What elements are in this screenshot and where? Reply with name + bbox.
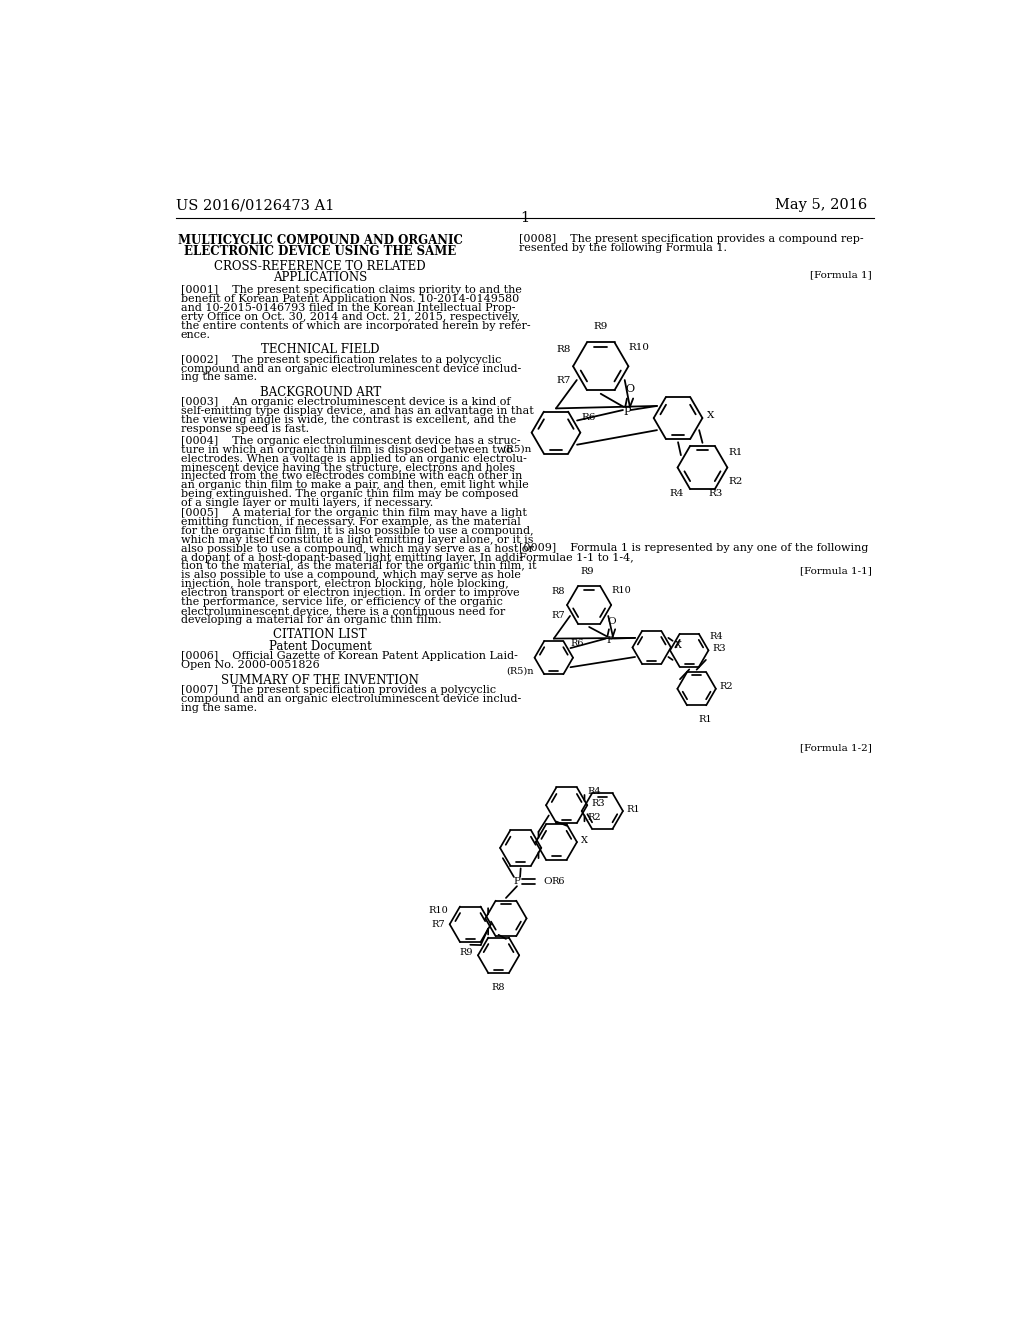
- Text: X: X: [707, 412, 715, 420]
- Text: BACKGROUND ART: BACKGROUND ART: [259, 385, 381, 399]
- Text: R10: R10: [629, 343, 649, 352]
- Text: SUMMARY OF THE INVENTION: SUMMARY OF THE INVENTION: [221, 673, 419, 686]
- Text: R3: R3: [709, 490, 723, 499]
- Text: X: X: [581, 836, 588, 845]
- Text: being extinguished. The organic thin film may be composed: being extinguished. The organic thin fil…: [180, 490, 518, 499]
- Text: P: P: [514, 876, 520, 886]
- Text: a dopant of a host-dopant-based light emitting layer. In addi-: a dopant of a host-dopant-based light em…: [180, 553, 523, 562]
- Text: MULTICYCLIC COMPOUND AND ORGANIC: MULTICYCLIC COMPOUND AND ORGANIC: [178, 234, 463, 247]
- Text: [0001]    The present specification claims priority to and the: [0001] The present specification claims …: [180, 285, 521, 296]
- Text: benefit of Korean Patent Application Nos. 10-2014-0149580: benefit of Korean Patent Application Nos…: [180, 294, 519, 305]
- Text: R4: R4: [588, 787, 601, 796]
- Text: 1: 1: [520, 211, 529, 224]
- Text: the viewing angle is wide, the contrast is excellent, and the: the viewing angle is wide, the contrast …: [180, 416, 516, 425]
- Text: R8: R8: [556, 345, 570, 354]
- Text: response speed is fast.: response speed is fast.: [180, 424, 309, 434]
- Text: [0004]    The organic electroluminescent device has a struc-: [0004] The organic electroluminescent de…: [180, 436, 520, 446]
- Text: electroluminescent device, there is a continuous need for: electroluminescent device, there is a co…: [180, 606, 505, 615]
- Text: R8: R8: [551, 587, 564, 597]
- Text: electrodes. When a voltage is applied to an organic electrolu-: electrodes. When a voltage is applied to…: [180, 454, 526, 463]
- Text: [0009]    Formula 1 is represented by any one of the following: [0009] Formula 1 is represented by any o…: [519, 544, 868, 553]
- Text: R4: R4: [670, 490, 684, 498]
- Text: R3: R3: [591, 799, 605, 808]
- Text: compound and an organic electroluminescent device includ-: compound and an organic electroluminesce…: [180, 694, 521, 704]
- Text: self-emitting type display device, and has an advantage in that: self-emitting type display device, and h…: [180, 407, 534, 416]
- Text: CROSS-REFERENCE TO RELATED: CROSS-REFERENCE TO RELATED: [214, 260, 426, 273]
- Text: R7: R7: [556, 376, 570, 384]
- Text: is also possible to use a compound, which may serve as hole: is also possible to use a compound, whic…: [180, 570, 520, 581]
- Text: R2: R2: [720, 682, 733, 690]
- Text: compound and an organic electroluminescent device includ-: compound and an organic electroluminesce…: [180, 363, 521, 374]
- Text: the performance, service life, or efficiency of the organic: the performance, service life, or effici…: [180, 597, 503, 607]
- Text: developing a material for an organic thin film.: developing a material for an organic thi…: [180, 615, 441, 624]
- Text: R9: R9: [594, 322, 608, 331]
- Text: TECHNICAL FIELD: TECHNICAL FIELD: [261, 343, 380, 356]
- Text: R7: R7: [431, 920, 445, 929]
- Text: Formulae 1-1 to 1-4,: Formulae 1-1 to 1-4,: [519, 552, 634, 562]
- Text: ELECTRONIC DEVICE USING THE SAME: ELECTRONIC DEVICE USING THE SAME: [184, 244, 457, 257]
- Text: X: X: [675, 642, 682, 651]
- Text: (R5)n: (R5)n: [506, 667, 534, 676]
- Text: R4: R4: [710, 632, 723, 642]
- Text: R8: R8: [492, 982, 505, 991]
- Text: injection, hole transport, electron blocking, hole blocking,: injection, hole transport, electron bloc…: [180, 579, 509, 589]
- Text: [0006]    Official Gazette of Korean Patent Application Laid-: [0006] Official Gazette of Korean Patent…: [180, 651, 517, 661]
- Text: O: O: [608, 616, 616, 626]
- Text: R7: R7: [551, 611, 564, 620]
- Text: ture in which an organic thin film is disposed between two: ture in which an organic thin film is di…: [180, 445, 512, 455]
- Text: resented by the following Formula 1.: resented by the following Formula 1.: [519, 243, 727, 252]
- Text: R6: R6: [552, 876, 565, 886]
- Text: for the organic thin film, it is also possible to use a compound,: for the organic thin film, it is also po…: [180, 527, 534, 536]
- Text: [Formula 1-1]: [Formula 1-1]: [800, 566, 872, 576]
- Text: O: O: [626, 384, 635, 395]
- Text: Open No. 2000-0051826: Open No. 2000-0051826: [180, 660, 319, 671]
- Text: Patent Document: Patent Document: [269, 640, 372, 652]
- Text: R1: R1: [627, 805, 640, 814]
- Text: US 2016/0126473 A1: US 2016/0126473 A1: [176, 198, 335, 213]
- Text: injected from the two electrodes combine with each other in: injected from the two electrodes combine…: [180, 471, 522, 482]
- Text: and 10-2015-0146793 filed in the Korean Intellectual Prop-: and 10-2015-0146793 filed in the Korean …: [180, 304, 515, 313]
- Text: [0008]    The present specification provides a compound rep-: [0008] The present specification provide…: [519, 234, 864, 244]
- Text: ing the same.: ing the same.: [180, 702, 257, 713]
- Text: P: P: [623, 407, 631, 417]
- Text: R2: R2: [588, 813, 601, 822]
- Text: tion to the material, as the material for the organic thin film, it: tion to the material, as the material fo…: [180, 561, 537, 572]
- Text: R9: R9: [580, 568, 594, 576]
- Text: R10: R10: [428, 907, 447, 916]
- Text: ence.: ence.: [180, 330, 211, 339]
- Text: ing the same.: ing the same.: [180, 372, 257, 383]
- Text: [0007]    The present specification provides a polycyclic: [0007] The present specification provide…: [180, 685, 496, 696]
- Text: which may itself constitute a light emitting layer alone, or it is: which may itself constitute a light emit…: [180, 535, 534, 545]
- Text: [0003]    An organic electroluminescent device is a kind of: [0003] An organic electroluminescent dev…: [180, 397, 510, 408]
- Text: (R5)n: (R5)n: [502, 444, 531, 453]
- Text: [Formula 1-2]: [Formula 1-2]: [800, 743, 872, 752]
- Text: [0005]    A material for the organic thin film may have a light: [0005] A material for the organic thin f…: [180, 508, 526, 519]
- Text: emitting function, if necessary. For example, as the material: emitting function, if necessary. For exa…: [180, 517, 520, 527]
- Text: of a single layer or multi layers, if necessary.: of a single layer or multi layers, if ne…: [180, 498, 433, 508]
- Text: R2: R2: [729, 477, 743, 486]
- Text: R6: R6: [582, 413, 596, 422]
- Text: May 5, 2016: May 5, 2016: [775, 198, 867, 213]
- Text: R9: R9: [460, 949, 473, 957]
- Text: R6: R6: [570, 639, 584, 648]
- Text: APPLICATIONS: APPLICATIONS: [273, 271, 368, 284]
- Text: electron transport or electron injection. In order to improve: electron transport or electron injection…: [180, 589, 519, 598]
- Text: R1: R1: [729, 447, 743, 457]
- Text: CITATION LIST: CITATION LIST: [273, 628, 367, 642]
- Text: R10: R10: [611, 586, 631, 595]
- Text: the entire contents of which are incorporated herein by refer-: the entire contents of which are incorpo…: [180, 321, 530, 331]
- Text: an organic thin film to make a pair, and then, emit light while: an organic thin film to make a pair, and…: [180, 480, 528, 490]
- Text: [Formula 1]: [Formula 1]: [810, 271, 872, 279]
- Text: O: O: [544, 876, 552, 886]
- Text: R3: R3: [713, 644, 726, 652]
- Text: P: P: [606, 636, 613, 644]
- Text: also possible to use a compound, which may serve as a host or: also possible to use a compound, which m…: [180, 544, 534, 554]
- Text: erty Office on Oct. 30, 2014 and Oct. 21, 2015, respectively,: erty Office on Oct. 30, 2014 and Oct. 21…: [180, 312, 520, 322]
- Text: minescent device having the structure, electrons and holes: minescent device having the structure, e…: [180, 462, 515, 473]
- Text: [0002]    The present specification relates to a polycyclic: [0002] The present specification relates…: [180, 355, 501, 364]
- Text: R1: R1: [698, 714, 712, 723]
